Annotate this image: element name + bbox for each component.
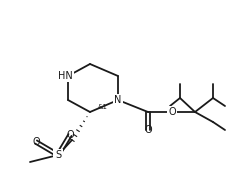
Text: &1: &1 — [97, 104, 107, 110]
Text: O: O — [66, 130, 74, 140]
Text: HN: HN — [58, 71, 72, 81]
Text: S: S — [55, 150, 61, 160]
Text: O: O — [32, 137, 40, 147]
Text: O: O — [144, 125, 152, 135]
Text: N: N — [114, 95, 122, 105]
Text: O: O — [168, 107, 176, 117]
